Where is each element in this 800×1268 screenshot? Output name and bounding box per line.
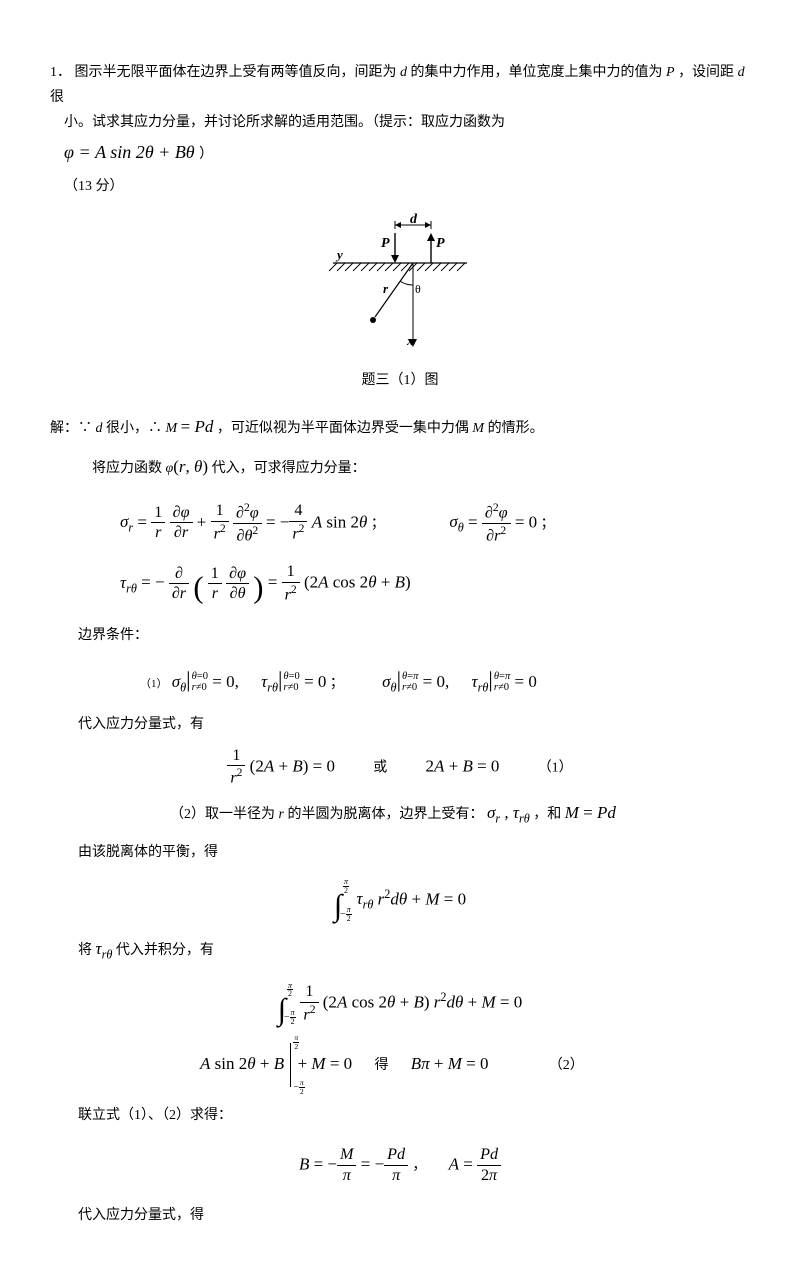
solution-line1: 解：∵ d 很小，∴ M = Pd ，可近似视为半平面体边界受一集中力偶 M 的…	[50, 412, 750, 443]
points: （13 分）	[64, 174, 750, 199]
integral-1: ∫ π2 −π2 τrθ r2dθ + M = 0	[50, 883, 750, 916]
paren-close: ）	[199, 147, 213, 162]
bc2c: ，和	[533, 807, 565, 822]
sol1-Mvar: M	[472, 421, 484, 436]
bc2b: 的半圆为脱离体，边界上受有：	[287, 807, 483, 822]
sol1c: ，可近似视为半平面体边界受一集中力偶	[217, 421, 473, 436]
sol2a: 将应力函数	[92, 461, 166, 476]
sub-text-a: 代入应力分量式，有	[78, 712, 750, 737]
problem-text-e: 小。试求其应力分量，并讨论所求解的适用范围。（提示：取应力函数为	[64, 115, 505, 130]
balance-text: 由该脱离体的平衡，得	[78, 840, 750, 865]
solve-text: 联立式（1）、（2）求得：	[78, 1103, 750, 1128]
sol2b: 代入，可求得应力分量：	[212, 461, 366, 476]
eq-1: 1r2 (2A + B) = 0 或 2A + B = 0 （1）	[50, 747, 750, 788]
sol1d: 的情形。	[488, 421, 544, 436]
var-d-2: d	[738, 65, 745, 80]
bc2a: （2）取一半径为	[170, 807, 279, 822]
eq-tau-rtheta: τrθ = − ∂∂r ( 1r ∂φ∂θ ) = 1r2 (2A cos 2θ…	[120, 563, 750, 604]
figure-caption: 题三（1）图	[50, 368, 750, 393]
stress-function-hint: φ = A sin 2θ + Bθ	[64, 142, 199, 162]
problem-text-a: 图示半无限平面体在边界上受有两等值反向，间距为	[75, 65, 401, 80]
bc-title: 边界条件：	[78, 623, 750, 648]
label-y: y	[335, 247, 343, 262]
solution-line2: 将应力函数 φ(r, θ) 代入，可求得应力分量：	[92, 452, 750, 483]
sol1b: 很小，∴	[106, 421, 162, 436]
label-theta: θ	[415, 282, 421, 296]
sit-b: 代入并积分，有	[116, 943, 214, 958]
integral-2: ∫ π2 −π2 1r2 (2A cos 2θ + B) r2dθ + M = …	[50, 983, 750, 1024]
label-P-left: P	[381, 236, 390, 251]
sol1-d: d	[96, 421, 103, 436]
figure: d P P y x r θ	[50, 213, 750, 362]
problem-statement: 1． 图示半无限平面体在边界上受有两等值反向，间距为 d 的集中力作用，单位宽度…	[50, 60, 750, 110]
eq-sigma-r: σr = 1r ∂φ∂r + 1r2 ∂2φ∂θ2 = −4r2 A sin 2…	[120, 501, 750, 546]
problem-text-c: ，设间距	[678, 65, 738, 80]
eq2-tag: （2）	[549, 1058, 584, 1073]
final-text: 代入应力分量式，得	[78, 1203, 750, 1228]
bc2-r: r	[279, 807, 284, 822]
label-x: x	[406, 333, 414, 348]
var-P: P	[666, 65, 675, 80]
sol1-M: M	[166, 421, 178, 436]
eq1-or: 或	[373, 760, 387, 775]
sub-int-text: 将 τrθ 代入并积分，有	[78, 934, 750, 965]
eval-line: A sin 2θ + B π2 −π2 + M = 0 得 Bπ + M = 0…	[200, 1043, 750, 1087]
sit-a: 将	[78, 943, 96, 958]
problem-text-b: 的集中力作用，单位宽度上集中力的值为	[411, 65, 667, 80]
var-d: d	[400, 65, 407, 80]
bc-item-2: （2）取一半径为 r 的半圆为脱离体，边界上受有： σr , τrθ ，和 M …	[170, 798, 750, 829]
bc-item-1: （1） σθ|θ=0r≠0 = 0, τrθ|θ=0r≠0 = 0 ； σθ|θ…	[140, 660, 750, 700]
problem-number: 1．	[50, 65, 71, 80]
label-r: r	[383, 281, 389, 296]
figure-svg: d P P y x r θ	[315, 213, 485, 353]
bc1-lead: （1）	[140, 678, 168, 690]
result-AB: B = −Mπ = −Pdπ ， A = Pd2π	[50, 1146, 750, 1185]
sol1a: 解：∵	[50, 421, 92, 436]
eq1-tag: （1）	[538, 760, 573, 775]
label-d: d	[410, 213, 418, 227]
problem-line2: 小。试求其应力分量，并讨论所求解的适用范围。（提示：取应力函数为 φ = A s…	[64, 110, 750, 168]
label-P-right: P	[436, 236, 445, 251]
problem-text-d: 很	[50, 90, 64, 105]
